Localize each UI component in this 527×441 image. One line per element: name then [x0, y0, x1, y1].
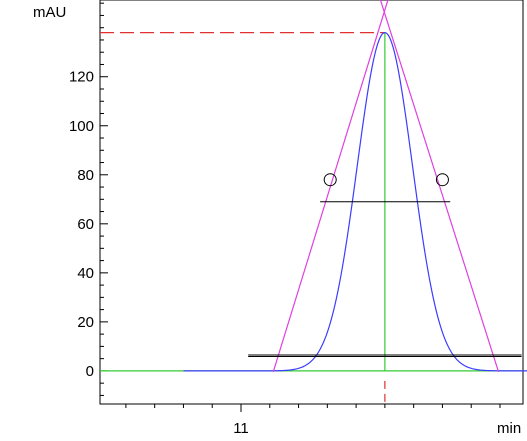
x-axis: 11	[125, 404, 501, 437]
left-tangent-line	[272, 0, 389, 373]
x-axis-label: min	[497, 420, 521, 437]
y-tick-label: 80	[77, 167, 94, 184]
plot-area	[99, 0, 527, 405]
y-tick-label: 40	[77, 265, 94, 282]
plot-frame	[99, 0, 524, 405]
right-tangent-line	[379, 0, 500, 373]
y-tick-label: 120	[69, 69, 94, 86]
y-axis: 0 20 40 60 80 100 120	[69, 2, 108, 396]
inflection-point-marker	[435, 173, 449, 187]
inflection-point-marker	[323, 173, 337, 187]
y-tick-label: 20	[77, 314, 94, 331]
y-tick-label: 0	[86, 363, 94, 380]
peak-trace	[183, 31, 527, 372]
y-tick-label: 100	[69, 118, 94, 135]
y-tick-label: 60	[77, 216, 94, 233]
y-axis-label: mAU	[33, 4, 66, 21]
x-tick-label: 11	[233, 420, 249, 437]
